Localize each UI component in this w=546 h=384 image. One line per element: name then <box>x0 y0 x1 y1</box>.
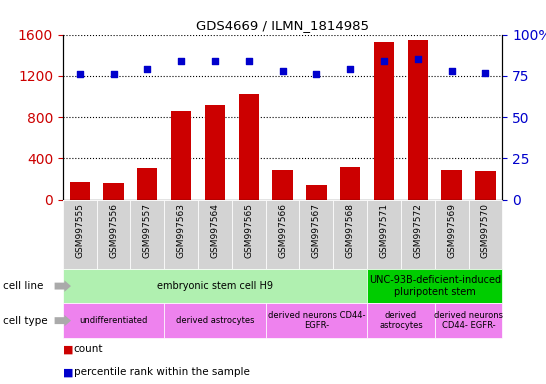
Point <box>481 70 490 76</box>
Text: cell type: cell type <box>3 316 48 326</box>
Bar <box>435 200 468 269</box>
Bar <box>340 167 360 200</box>
Bar <box>401 200 435 269</box>
Bar <box>171 111 191 200</box>
Text: ■: ■ <box>63 344 73 354</box>
Text: UNC-93B-deficient-induced
pluripotent stem: UNC-93B-deficient-induced pluripotent st… <box>369 275 501 297</box>
Bar <box>164 200 198 269</box>
Bar <box>367 303 435 338</box>
Text: GSM997555: GSM997555 <box>75 203 84 258</box>
Text: derived
astrocytes: derived astrocytes <box>379 311 423 330</box>
Point <box>143 66 152 72</box>
Bar <box>137 168 157 200</box>
Bar <box>63 303 164 338</box>
Bar <box>367 269 502 303</box>
Bar <box>408 40 428 200</box>
Text: ■: ■ <box>63 367 73 377</box>
Text: GSM997563: GSM997563 <box>176 203 186 258</box>
Bar <box>306 185 327 200</box>
Bar <box>475 171 496 200</box>
Text: GSM997568: GSM997568 <box>346 203 355 258</box>
Bar <box>468 200 502 269</box>
Text: GSM997557: GSM997557 <box>143 203 152 258</box>
Bar <box>266 303 367 338</box>
Bar <box>130 200 164 269</box>
Bar <box>442 170 462 200</box>
Point <box>379 58 388 64</box>
Point <box>245 58 253 64</box>
Text: GSM997569: GSM997569 <box>447 203 456 258</box>
Text: derived neurons CD44-
EGFR-: derived neurons CD44- EGFR- <box>268 311 365 330</box>
Text: GSM997566: GSM997566 <box>278 203 287 258</box>
Bar <box>299 200 333 269</box>
Bar <box>435 303 502 338</box>
Text: GSM997571: GSM997571 <box>379 203 389 258</box>
Bar <box>63 269 367 303</box>
Text: GSM997572: GSM997572 <box>413 203 422 258</box>
Point <box>346 66 354 72</box>
Bar <box>374 42 394 200</box>
Point <box>278 68 287 74</box>
Text: GSM997570: GSM997570 <box>481 203 490 258</box>
Point <box>312 71 321 77</box>
Text: GSM997567: GSM997567 <box>312 203 321 258</box>
Bar <box>164 303 266 338</box>
Text: percentile rank within the sample: percentile rank within the sample <box>74 367 250 377</box>
Text: GSM997565: GSM997565 <box>244 203 253 258</box>
Text: derived neurons
CD44- EGFR-: derived neurons CD44- EGFR- <box>434 311 503 330</box>
Bar <box>272 170 293 200</box>
Text: GSM997556: GSM997556 <box>109 203 118 258</box>
Text: GSM997564: GSM997564 <box>210 203 219 258</box>
Bar <box>367 200 401 269</box>
Bar <box>63 200 97 269</box>
Text: count: count <box>74 344 103 354</box>
Bar <box>239 94 259 200</box>
Bar <box>69 182 90 200</box>
Point <box>413 56 422 63</box>
Point <box>447 68 456 74</box>
Point <box>211 58 219 64</box>
Bar <box>266 200 299 269</box>
Title: GDS4669 / ILMN_1814985: GDS4669 / ILMN_1814985 <box>196 19 369 32</box>
Text: cell line: cell line <box>3 281 43 291</box>
Bar <box>198 200 232 269</box>
Text: derived astrocytes: derived astrocytes <box>176 316 254 325</box>
Text: embryonic stem cell H9: embryonic stem cell H9 <box>157 281 273 291</box>
Bar <box>232 200 266 269</box>
Point <box>109 71 118 77</box>
Bar <box>97 200 130 269</box>
Bar <box>205 105 225 200</box>
Bar <box>333 200 367 269</box>
Bar <box>103 183 123 200</box>
Point <box>75 71 84 77</box>
Point <box>177 58 186 64</box>
Text: undifferentiated: undifferentiated <box>79 316 147 325</box>
